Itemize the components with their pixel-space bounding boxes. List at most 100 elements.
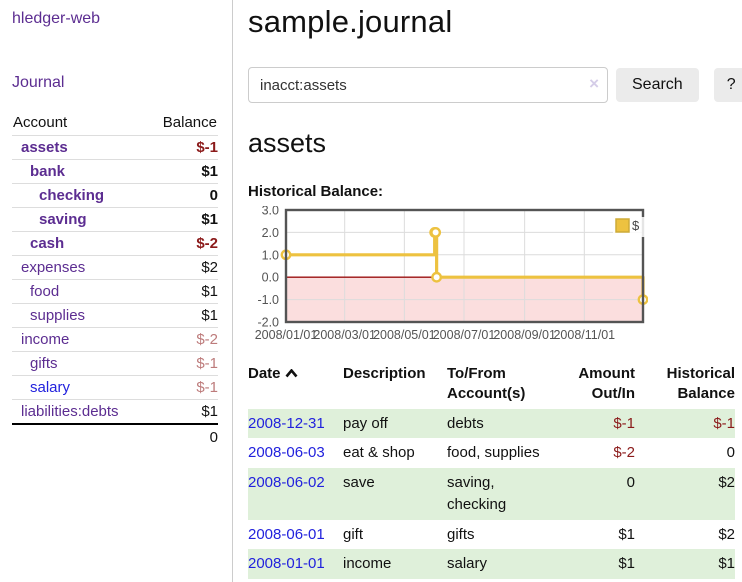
account-row: food $1 bbox=[12, 279, 218, 304]
sidebar: hledger-web Journal Account Balance asse… bbox=[0, 0, 233, 582]
account-row: saving $1 bbox=[12, 207, 218, 232]
account-row: cash $-2 bbox=[12, 231, 218, 256]
transaction-accounts: saving, checking bbox=[447, 474, 507, 513]
register-header-accounts: To/From Account(s) bbox=[447, 365, 526, 403]
account-balance: $-2 bbox=[196, 235, 218, 252]
svg-text:2008/03/01: 2008/03/01 bbox=[313, 328, 376, 342]
transaction-date-link[interactable]: 2008-06-01 bbox=[248, 525, 325, 543]
transaction-amount: 0 bbox=[626, 474, 635, 491]
account-row: gifts $-1 bbox=[12, 351, 218, 376]
account-row: checking 0 bbox=[12, 183, 218, 208]
account-balance: $-1 bbox=[196, 139, 218, 156]
account-link[interactable]: income bbox=[21, 331, 70, 348]
transaction-date-link[interactable]: 2008-06-02 bbox=[248, 474, 325, 491]
spacer bbox=[12, 424, 147, 449]
svg-text:-2.0: -2.0 bbox=[257, 316, 279, 330]
svg-text:$: $ bbox=[632, 218, 640, 233]
svg-text:2008/09/01: 2008/09/01 bbox=[493, 328, 556, 342]
account-balance: $-1 bbox=[196, 355, 218, 372]
account-balance: $-2 bbox=[196, 331, 218, 348]
sort-ascending-icon bbox=[285, 364, 298, 384]
search-input[interactable] bbox=[248, 67, 608, 103]
transaction-description: pay off bbox=[343, 414, 388, 432]
account-balance: $-1 bbox=[196, 379, 218, 396]
account-row: expenses $2 bbox=[12, 255, 218, 280]
account-heading: assets bbox=[248, 128, 327, 158]
register-header-amount: Amount Out/In bbox=[578, 365, 635, 403]
account-link[interactable]: gifts bbox=[30, 355, 58, 372]
main-content: sample.journal × Search ? assets Histori… bbox=[233, 0, 742, 582]
transaction-balance: $1 bbox=[718, 555, 735, 573]
transaction-amount: $-2 bbox=[613, 444, 635, 462]
historical-balance-chart: $3.0 2.0 1.0 0.0 -1.0 -2.0 2008/01/01 2008/03/0… bbox=[248, 204, 742, 348]
svg-text:2008/05/01: 2008/05/01 bbox=[373, 328, 436, 342]
register-row: 2008-01-01 income salary $1 $1 bbox=[248, 549, 735, 579]
account-link[interactable]: liabilities:debts bbox=[21, 403, 119, 420]
account-link[interactable]: assets bbox=[21, 139, 68, 156]
account-row: liabilities:debts $1 bbox=[12, 399, 218, 425]
transaction-amount: $-1 bbox=[613, 414, 635, 432]
svg-text:2008/01/01: 2008/01/01 bbox=[255, 328, 318, 342]
transaction-date-link[interactable]: 2008-01-01 bbox=[248, 555, 325, 573]
transaction-amount: $1 bbox=[618, 555, 635, 573]
account-link[interactable]: supplies bbox=[30, 307, 86, 324]
transaction-accounts: salary bbox=[447, 555, 488, 573]
transaction-balance: 0 bbox=[726, 444, 735, 462]
sidebar-item-journal[interactable]: Journal bbox=[12, 74, 65, 91]
transaction-accounts: gifts bbox=[447, 525, 475, 543]
account-link[interactable]: food bbox=[30, 283, 60, 300]
account-balance: $1 bbox=[201, 283, 218, 300]
transaction-description: eat & shop bbox=[343, 444, 415, 462]
transaction-accounts: food, supplies bbox=[447, 444, 540, 462]
svg-text:3.0: 3.0 bbox=[262, 206, 279, 218]
accounts-total-row: 0 bbox=[12, 424, 218, 449]
accounts-total-value: 0 bbox=[209, 429, 218, 446]
account-balance: $1 bbox=[201, 307, 218, 324]
transaction-date-link[interactable]: 2008-12-31 bbox=[248, 414, 325, 432]
accounts-table: Account Balance assets $-1 bank $1 checking 0… bbox=[12, 112, 218, 449]
register-header-description: Description bbox=[343, 365, 426, 382]
account-link[interactable]: expenses bbox=[21, 259, 86, 276]
register-row: 2008-06-03 eat & shop food, supplies $-2 0 bbox=[248, 438, 735, 468]
transaction-description: gift bbox=[343, 525, 364, 543]
account-balance: 0 bbox=[209, 187, 218, 204]
account-row: assets $-1 bbox=[12, 135, 218, 160]
account-balance: $1 bbox=[201, 403, 218, 420]
page-title: sample.journal bbox=[248, 4, 453, 39]
account-link[interactable]: bank bbox=[30, 163, 66, 180]
transaction-description: save bbox=[343, 474, 375, 491]
account-link[interactable]: checking bbox=[39, 187, 105, 204]
svg-text:2008/11/01: 2008/11/01 bbox=[553, 328, 615, 342]
accounts-header-row: Account Balance bbox=[12, 112, 218, 136]
svg-text:-1.0: -1.0 bbox=[257, 293, 279, 307]
transaction-balance: $-1 bbox=[713, 414, 735, 432]
transaction-date-link[interactable]: 2008-06-03 bbox=[248, 444, 325, 462]
register-row: 2008-06-01 gift gifts $1 $2 bbox=[248, 520, 735, 550]
svg-text:2.0: 2.0 bbox=[262, 226, 279, 240]
account-link[interactable]: saving bbox=[39, 211, 87, 228]
transaction-balance: $2 bbox=[718, 474, 735, 491]
account-row: salary $-1 bbox=[12, 375, 218, 400]
account-balance: $1 bbox=[201, 211, 218, 228]
account-link[interactable]: cash bbox=[30, 235, 65, 252]
account-balance: $1 bbox=[201, 163, 218, 180]
search-button[interactable]: Search bbox=[616, 68, 699, 102]
clear-search-icon[interactable]: × bbox=[589, 74, 599, 93]
help-button[interactable]: ? bbox=[713, 68, 742, 102]
account-link[interactable]: salary bbox=[30, 379, 71, 396]
brand-link[interactable]: hledger-web bbox=[12, 10, 101, 27]
svg-text:1.0: 1.0 bbox=[262, 248, 279, 262]
search-box: × bbox=[248, 67, 608, 103]
accounts-header-account: Account bbox=[13, 114, 68, 131]
transaction-balance: $2 bbox=[718, 525, 735, 543]
register-header-row: Date Description To/From Account(s) Amou… bbox=[248, 362, 735, 409]
transaction-accounts: debts bbox=[447, 414, 484, 432]
svg-text:2008/07/01: 2008/07/01 bbox=[433, 328, 496, 342]
transaction-amount: $1 bbox=[618, 525, 635, 543]
account-row: bank $1 bbox=[12, 159, 218, 184]
register-header-balance: Historical Balance bbox=[666, 365, 735, 403]
brand: hledger-web bbox=[12, 10, 218, 28]
search-form: × Search ? bbox=[248, 67, 742, 103]
chart-title: Historical Balance: bbox=[248, 183, 384, 200]
